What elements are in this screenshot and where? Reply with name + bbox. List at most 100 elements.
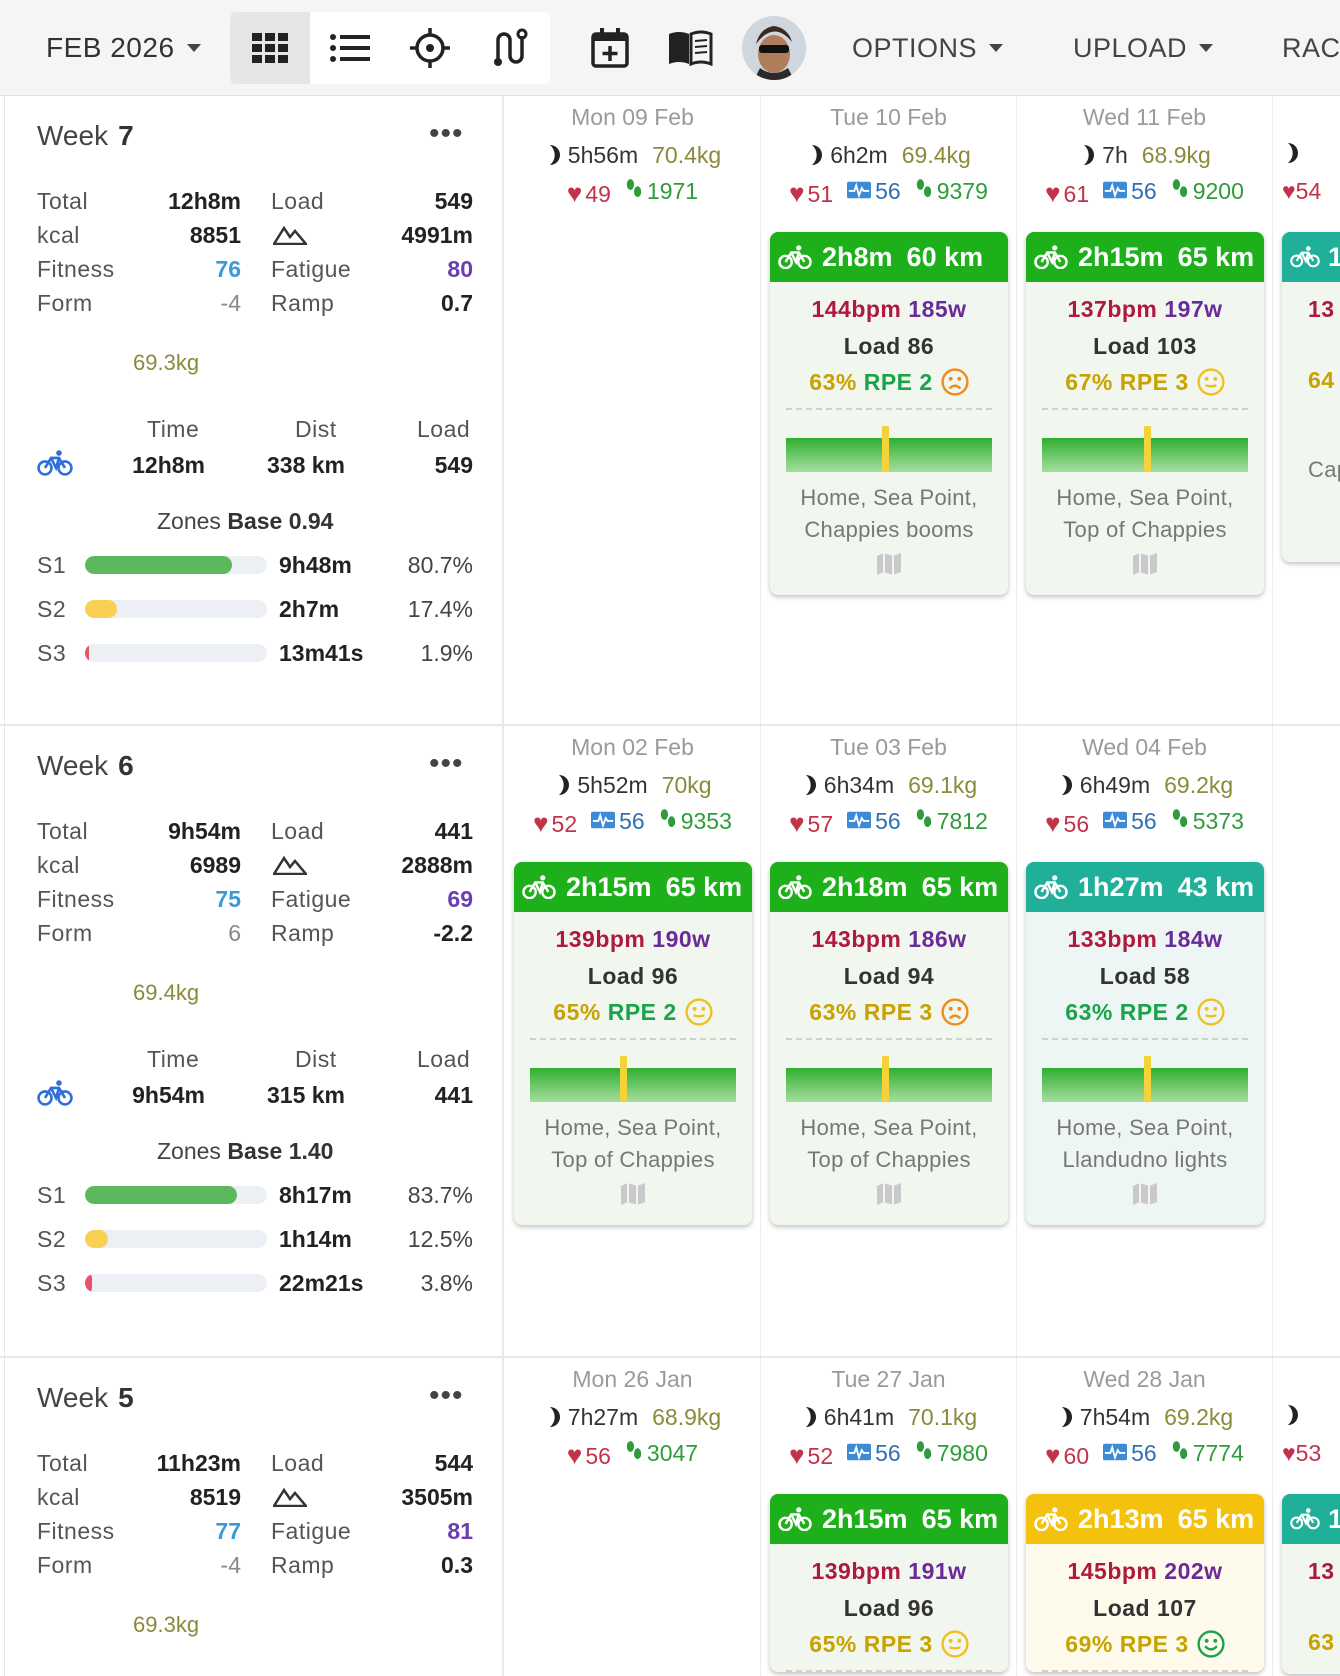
steps-text: 7774	[1192, 1440, 1244, 1466]
activity-load: Load 94	[843, 963, 935, 989]
stat-label: kcal	[37, 222, 80, 248]
grid-view-button[interactable]	[230, 12, 310, 84]
zone-bar-fill	[85, 1186, 238, 1204]
week-row: Week 6 ••• Total 9h54m Load 441 kcal 6989 2888m Fi…	[0, 726, 1340, 1358]
map-icon[interactable]	[770, 1182, 1008, 1211]
avg-heartrate: 143bpm	[811, 926, 909, 952]
activity-card[interactable]: 2h15m 65 km 139bpm 190w Load 96 65% RPE 2 Hom…	[514, 862, 752, 1225]
partial-day-sleep	[1282, 1404, 1300, 1432]
steps-value: 7774	[1171, 1440, 1244, 1471]
route-view-button[interactable]	[470, 12, 550, 84]
divider	[786, 1670, 992, 1672]
activity-card[interactable]: 2h8m 60 km 144bpm 185w Load 86 63% RPE 2 Home…	[770, 232, 1008, 595]
hrv-icon	[847, 178, 872, 204]
intensity-pct: 65%	[809, 1631, 864, 1657]
route-line-1: Home, Sea Point,	[1056, 485, 1234, 510]
stat-label: Total	[37, 188, 89, 214]
bike-icon	[778, 1506, 812, 1532]
activity-header: 2h15m 65 km	[514, 862, 752, 912]
heart-icon: ♥	[789, 178, 805, 208]
add-event-button[interactable]	[570, 0, 650, 96]
list-view-button[interactable]	[310, 12, 390, 84]
sleep-text: 5h52m	[577, 772, 648, 798]
activity-card[interactable]: 1h27m 43 km 133bpm 184w Load 58 63% RPE 2 Hom…	[1026, 862, 1264, 1225]
sleep-text: 6h2m	[830, 142, 888, 168]
route-line-2: Top of Chappies	[1063, 517, 1227, 542]
month-selector[interactable]: FEB 2026	[46, 0, 201, 96]
dist-header: Dist	[295, 416, 337, 442]
route-name: Home, Sea Point, Llandudno lights	[1026, 1112, 1264, 1176]
steps-icon	[1171, 1440, 1189, 1466]
partial-activity-card[interactable]: 1 13 64 Cap	[1282, 232, 1340, 562]
options-menu[interactable]: OPTIONS	[852, 0, 1004, 96]
map-icon[interactable]	[1026, 552, 1264, 581]
divider	[786, 408, 992, 410]
route-line-2: Llandudno lights	[1062, 1147, 1228, 1172]
sport-time: 12h8m	[132, 452, 205, 478]
sleep-text: 5h56m	[567, 142, 639, 168]
day-weight: 69.2kg	[1164, 772, 1234, 798]
activity-duration: 2h18m	[822, 871, 908, 902]
week-label: Week	[37, 750, 109, 781]
activity-card[interactable]: 2h18m 65 km 143bpm 186w Load 94 63% RPE 3 Hom…	[770, 862, 1008, 1225]
sleep-text: 7h27m	[567, 1404, 639, 1430]
stat-value: 8519	[189, 1484, 241, 1510]
steps-icon	[659, 808, 677, 834]
zone-pct: 12.5%	[407, 1226, 473, 1252]
more-options-button[interactable]: •••	[429, 117, 464, 150]
activity-card[interactable]: 2h13m 65 km 145bpm 202w Load 107 69% RPE 3	[1026, 1494, 1264, 1672]
stat-value: -2.2	[433, 920, 473, 946]
health-line: ♥ 60 56 7774	[1017, 1440, 1272, 1471]
map-icon[interactable]	[770, 552, 1008, 581]
hr-power-line: 145bpm 202w	[1026, 1558, 1264, 1585]
races-menu[interactable]: RAC	[1282, 0, 1340, 96]
partial-activity-card[interactable]: 1 13 63	[1282, 1494, 1340, 1674]
sleep-weight-line: 6h49m 69.2kg	[1017, 772, 1272, 799]
activity-card[interactable]: 2h15m 65 km 137bpm 197w Load 103 67% RPE 3 Ho…	[1026, 232, 1264, 595]
moon-icon	[1056, 774, 1074, 796]
target-view-button[interactable]	[390, 12, 470, 84]
hrv-value: 56	[847, 178, 901, 209]
activity-header: 2h18m 65 km	[770, 862, 1008, 912]
intensity-rpe-line: 67% RPE 3	[1026, 368, 1264, 396]
map-icon[interactable]	[514, 1182, 752, 1211]
sport-load: 441	[434, 1082, 473, 1108]
avatar[interactable]	[742, 16, 806, 80]
moon-icon	[806, 144, 824, 166]
sport-time: 9h54m	[132, 1082, 205, 1108]
stat-label: Load	[271, 818, 325, 844]
bike-icon	[1290, 1508, 1320, 1530]
week-title: Week 5	[37, 1382, 134, 1414]
heart-icon: ♥	[533, 808, 549, 838]
activity-card[interactable]: 2h15m 65 km 139bpm 191w Load 96 65% RPE 3	[770, 1494, 1008, 1672]
stat-label: Form	[37, 1552, 93, 1578]
week-row: Week 7 ••• Total 12h8m Load 549 kcal 8851 4991m Fi…	[0, 96, 1340, 726]
day-date: Tue 03 Feb	[830, 734, 947, 760]
stat-label: Fitness	[37, 1518, 115, 1544]
steps-text: 1971	[646, 178, 699, 204]
stat-value: 0.3	[441, 1552, 473, 1578]
rpe-value: RPE 2	[863, 369, 933, 395]
week-weight: 69.3kg	[133, 350, 200, 375]
route-line-1: Home, Sea Point,	[800, 485, 978, 510]
moon-icon	[544, 1406, 562, 1428]
health-line: ♥ 57 56 7812	[761, 808, 1016, 839]
more-options-button[interactable]: •••	[429, 1379, 464, 1412]
hrv-icon	[591, 808, 616, 834]
avg-heartrate: 137bpm	[1067, 296, 1165, 322]
intensity-pct: 63%	[809, 999, 864, 1025]
map-icon[interactable]	[1026, 1182, 1264, 1211]
day-date: Mon 02 Feb	[571, 734, 694, 760]
zone-pct: 80.7%	[407, 552, 473, 578]
day-weight: 69.1kg	[908, 772, 978, 798]
rpe-value: RPE 2	[1119, 999, 1189, 1025]
stat-value: 4991m	[401, 222, 473, 248]
upload-menu[interactable]: UPLOAD	[1073, 0, 1214, 96]
library-button[interactable]	[650, 0, 730, 96]
steps-value: 9379	[915, 178, 988, 209]
sleep-text: 6h41m	[823, 1404, 895, 1430]
more-options-button[interactable]: •••	[429, 747, 464, 780]
moon-icon	[553, 774, 571, 796]
intensity-pct: 63%	[1065, 999, 1120, 1025]
intensity-rpe-line: 65% RPE 3	[770, 1630, 1008, 1658]
